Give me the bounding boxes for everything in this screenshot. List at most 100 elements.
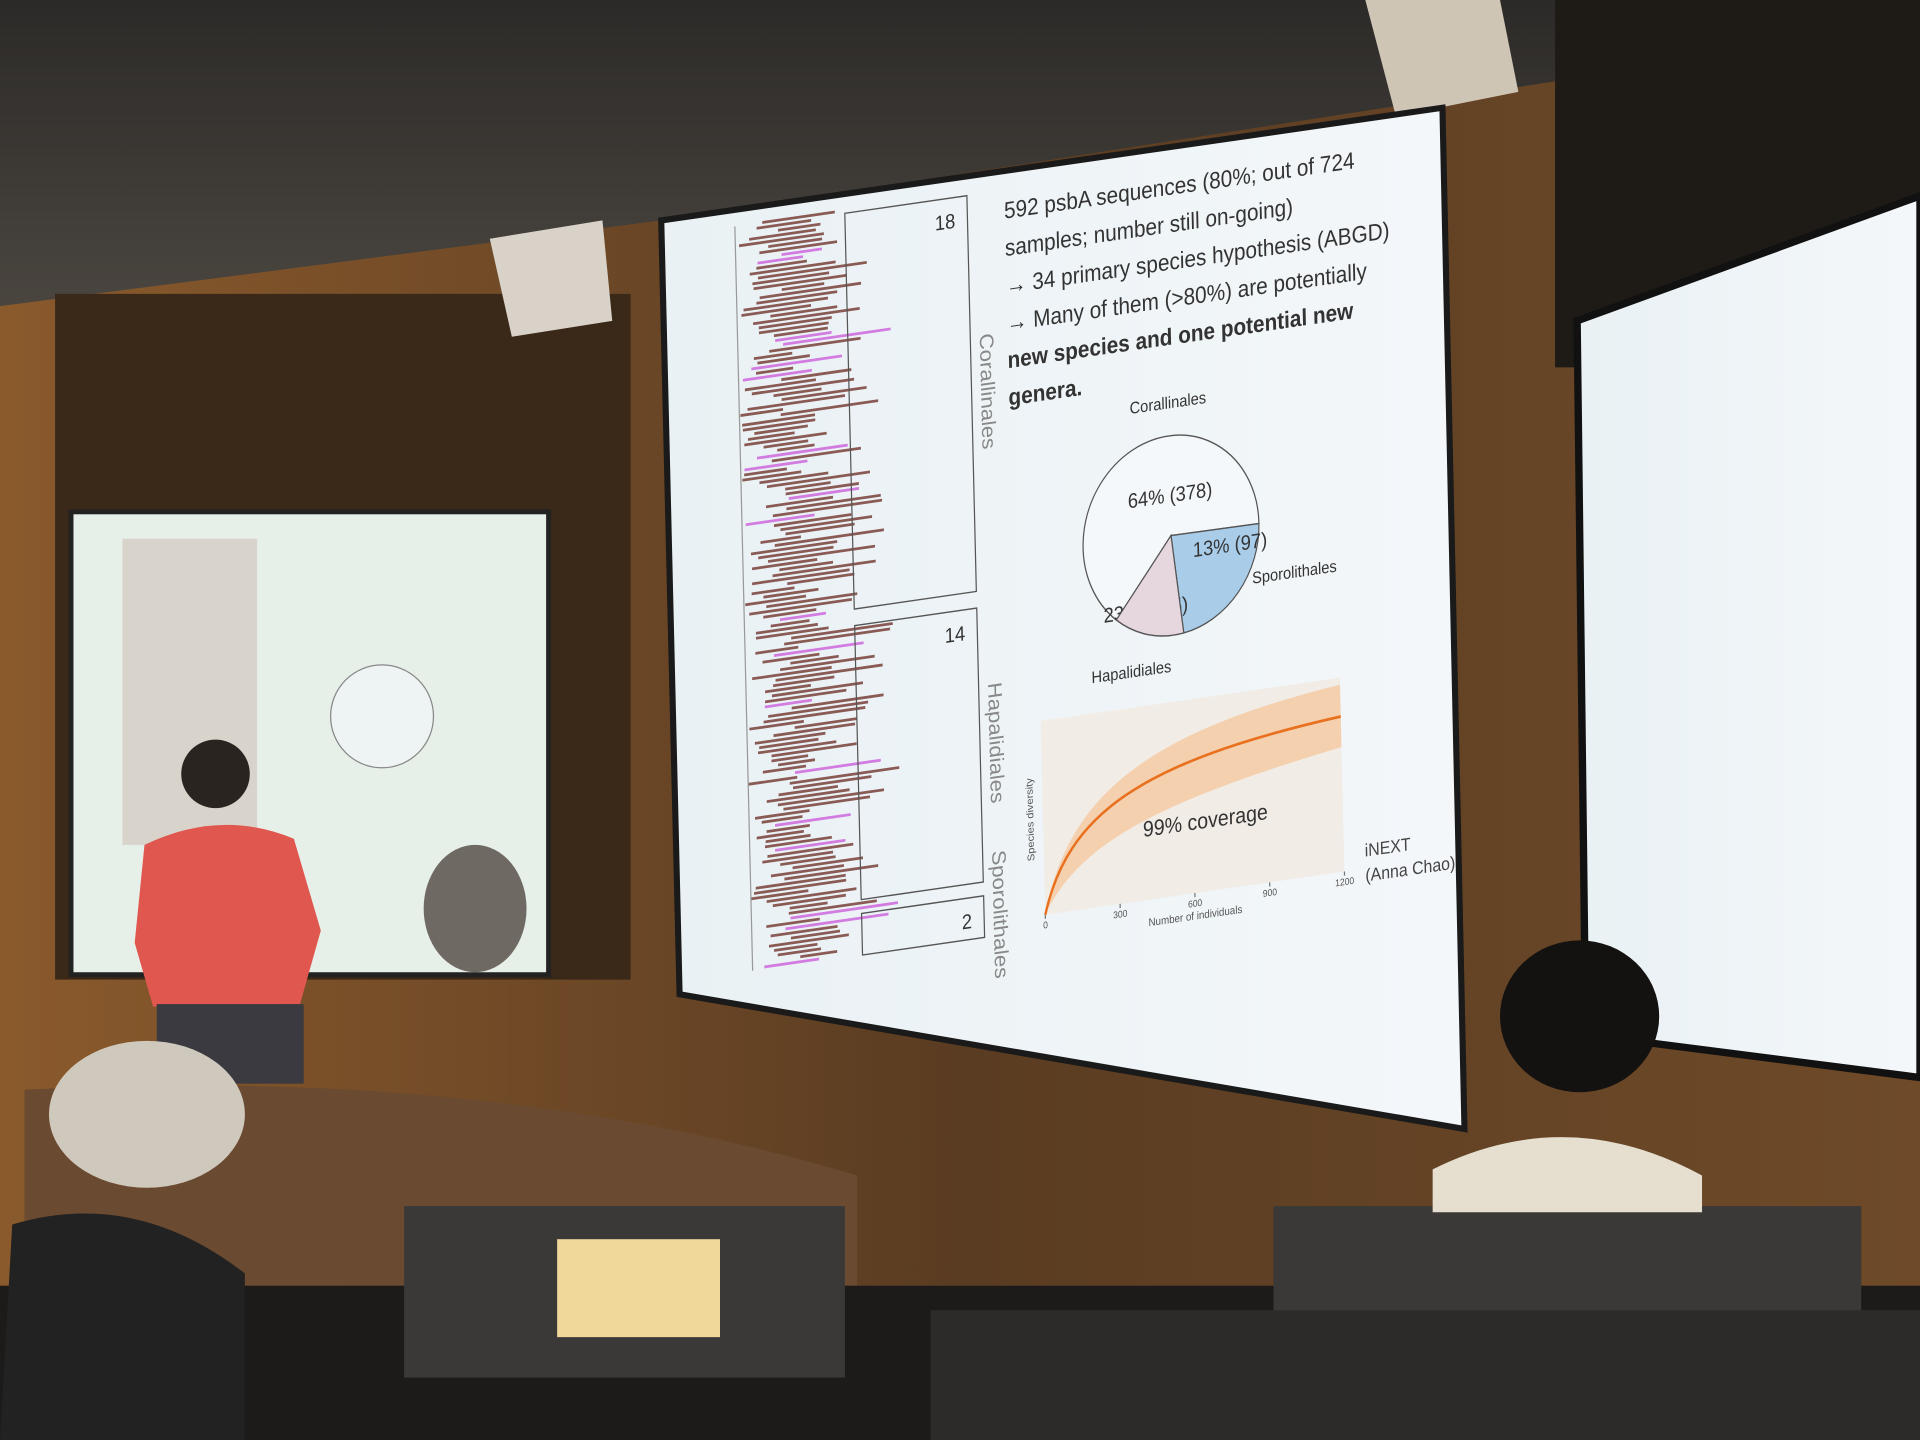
y-axis-label: Species diversity [1025, 777, 1037, 862]
tree-branch [762, 652, 820, 664]
tree-branch [739, 232, 824, 248]
tree-branch [759, 737, 819, 750]
tree-branch [742, 470, 802, 482]
tree-branch [762, 850, 834, 864]
tree-branch [780, 855, 836, 867]
tree-branch [784, 627, 891, 646]
clade-box [844, 194, 977, 610]
tree-branch [741, 304, 812, 317]
tree-branch [788, 899, 877, 915]
tree-branch [757, 354, 810, 365]
tree-branch [775, 331, 832, 342]
tree-branch [764, 698, 812, 709]
tree-branch [770, 924, 838, 938]
tree-branch [759, 240, 838, 255]
x-tick-label: 0 [1043, 920, 1048, 931]
tree-branch [743, 296, 829, 312]
tree-branch [790, 901, 898, 920]
tree-branch [785, 522, 855, 536]
clade-count: 18 [935, 210, 956, 236]
tree-branch [770, 619, 810, 628]
tree-branch [774, 942, 818, 952]
tree-branch [761, 815, 803, 824]
tree-branch [770, 864, 844, 878]
tree-branch [773, 675, 835, 688]
pie-slice [1170, 522, 1260, 634]
tree-branch [767, 842, 854, 858]
tree-branch [756, 290, 838, 305]
tree-branch [762, 764, 806, 774]
tree-branch [763, 587, 819, 599]
tree-branch [745, 513, 815, 527]
tree-branch [756, 259, 807, 270]
tree-branch [771, 754, 809, 763]
tree-branch [763, 706, 866, 724]
tree-branch [768, 237, 823, 248]
tree-branch [744, 459, 808, 472]
tree-branch [766, 788, 850, 804]
tree-branch [781, 282, 825, 292]
tree-branch [769, 336, 861, 353]
tree-branch [758, 545, 834, 560]
tree-branch [784, 864, 879, 881]
tree-branch [768, 933, 849, 948]
curve-line [1044, 715, 1341, 915]
tree-branch [771, 742, 857, 758]
clade-name: Sporolithales [987, 849, 1011, 980]
tree-branch [760, 535, 801, 545]
tree-branch [785, 912, 889, 931]
tree-branch [765, 683, 811, 694]
tree-branch [786, 493, 881, 511]
tree-branch [758, 321, 829, 335]
tree-branch [780, 399, 879, 417]
tree-branch [792, 856, 864, 870]
clade-count: 2 [962, 910, 973, 935]
speaker-box [489, 220, 613, 337]
tree-branch [764, 957, 820, 969]
tree-branch [758, 316, 832, 330]
tree-branch [753, 306, 860, 326]
tree-branch [768, 700, 869, 718]
tree-branch [752, 665, 832, 681]
tree-branch [777, 947, 822, 957]
tree-branch [759, 281, 862, 300]
tree-branch [781, 368, 852, 382]
x-tick-label: 300 [1113, 908, 1127, 921]
tree-branch [777, 443, 815, 452]
tree-branch [779, 611, 826, 622]
tree-branch [766, 917, 820, 929]
tree-branch [765, 833, 811, 844]
tree-branch [755, 645, 799, 655]
x-tick-label: 900 [1263, 886, 1277, 899]
tree-branch [752, 558, 818, 571]
tree-branch [740, 408, 784, 417]
monitor-screen [557, 1239, 720, 1338]
tree-branch [789, 901, 828, 910]
tree-branch [744, 378, 816, 392]
tree-branch [747, 394, 846, 411]
tree-branch [775, 838, 846, 852]
shadow [423, 844, 527, 973]
tree-branch [755, 626, 829, 640]
tree-branch [772, 893, 846, 908]
tree-branch [794, 717, 857, 730]
tree-branch [750, 889, 809, 901]
clade-box [860, 895, 986, 956]
tree-branch [752, 568, 850, 586]
tree-branch [785, 482, 859, 496]
presenter-head [181, 739, 250, 809]
audience-body [1432, 1137, 1703, 1213]
tree-branch [800, 950, 838, 959]
monitor [930, 1310, 1920, 1440]
tree-branch [747, 431, 795, 441]
tree-branch [772, 559, 876, 578]
pie-slice [1082, 434, 1260, 621]
tree-branch [755, 622, 818, 635]
x-tick-label: 1200 [1335, 875, 1354, 888]
tree-branch [757, 255, 804, 265]
tree-branch [770, 305, 838, 318]
pie-slice [1115, 533, 1185, 637]
tree-branch [791, 693, 884, 710]
